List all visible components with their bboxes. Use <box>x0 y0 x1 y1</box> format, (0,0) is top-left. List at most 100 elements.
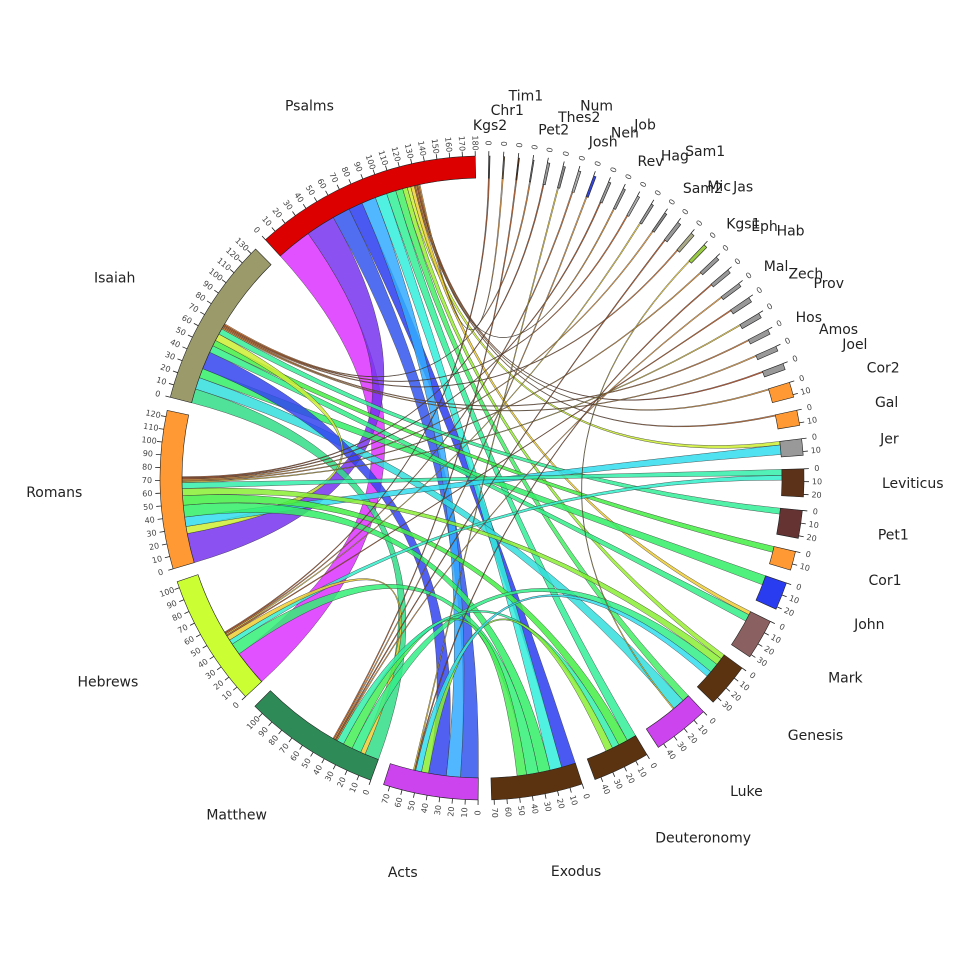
tick-mark <box>532 795 534 802</box>
tick-label: 0 <box>798 373 806 383</box>
chord-layer <box>181 177 783 779</box>
tick-mark <box>717 697 722 702</box>
segment-name: Kgs2 <box>473 118 507 134</box>
segment-arc <box>781 468 805 498</box>
tick-mark <box>157 518 163 520</box>
segment-arc <box>645 695 704 748</box>
tick-mark <box>159 531 165 533</box>
tick-mark <box>413 792 415 798</box>
tick-label: 0 <box>806 403 813 413</box>
segment-arc <box>730 297 752 315</box>
tick-mark <box>435 154 438 160</box>
tick-mark <box>802 510 808 512</box>
segment-name: John <box>853 617 884 633</box>
tick-label: 0 <box>775 318 784 328</box>
segment-arc <box>688 244 708 264</box>
tick-label: 0 <box>561 150 571 157</box>
tick-label: 120 <box>145 408 162 420</box>
tick-label: 0 <box>755 285 764 295</box>
tick-label: 0 <box>484 140 493 145</box>
tick-label: 20 <box>806 533 818 544</box>
tick-mark <box>241 696 246 701</box>
tick-mark <box>725 687 731 692</box>
segment-name: Joel <box>841 337 867 353</box>
segment-arc <box>762 363 786 378</box>
tick-label: 80 <box>339 165 351 178</box>
tick-mark <box>157 441 163 443</box>
tick-mark <box>663 743 667 749</box>
tick-label: 30 <box>433 805 443 816</box>
segment-name: Amos <box>819 322 858 338</box>
tick-label: 10 <box>808 520 819 530</box>
tick-label: 0 <box>667 198 677 207</box>
tick-mark <box>757 643 763 647</box>
tick-label: 90 <box>142 449 153 459</box>
tick-label: 170 <box>457 136 467 152</box>
tick-label: 0 <box>577 155 587 163</box>
tick-mark <box>792 392 798 396</box>
tick-mark <box>187 334 193 338</box>
tick-mark <box>400 789 403 795</box>
tick-mark <box>664 208 668 214</box>
tick-label: 90 <box>201 279 215 292</box>
tick-mark <box>767 326 773 330</box>
tick-label: 40 <box>311 763 324 776</box>
tick-mark <box>635 760 639 766</box>
tick-label: 10 <box>460 807 470 818</box>
tick-label: 160 <box>443 137 453 153</box>
tick-label: 0 <box>791 354 799 364</box>
tick-mark <box>578 165 581 171</box>
tick-label: 80 <box>194 290 207 303</box>
tick-label: 0 <box>231 700 241 710</box>
segment-arc <box>626 195 641 217</box>
segment-name: Zech <box>788 266 823 282</box>
tick-label: 20 <box>446 806 456 817</box>
segment-name: Genesis <box>788 728 843 744</box>
tick-label: 110 <box>377 149 390 166</box>
tick-mark <box>158 428 164 430</box>
tick-label: 70 <box>327 171 340 184</box>
tick-label: 10 <box>769 633 782 646</box>
segment-arc <box>651 212 668 233</box>
tick-mark <box>624 766 627 772</box>
chord <box>416 184 764 401</box>
tick-mark <box>795 551 801 554</box>
tick-label: 70 <box>142 476 152 485</box>
tick-mark <box>738 280 743 284</box>
segment-name: Neh <box>611 125 639 141</box>
segment-arc <box>599 181 612 204</box>
chord <box>413 185 776 428</box>
tick-label: 130 <box>403 143 415 160</box>
segment-name: Sam2 <box>683 181 723 197</box>
tick-label: 20 <box>624 772 637 785</box>
tick-label: 40 <box>169 337 182 349</box>
tick-mark <box>385 165 388 171</box>
segment-arc <box>542 162 551 186</box>
tick-mark <box>800 522 806 525</box>
tick-label: 0 <box>545 147 555 154</box>
tick-label: 20 <box>686 732 699 746</box>
tick-label: 10 <box>738 680 752 693</box>
tick-label: 0 <box>748 670 757 680</box>
segment-name: Romans <box>26 485 82 501</box>
tick-mark <box>693 720 698 725</box>
tick-label: 0 <box>812 507 818 516</box>
tick-mark <box>690 229 695 234</box>
segment-name: Deuteronomy <box>655 831 751 847</box>
tick-label: 20 <box>148 541 160 552</box>
tick-label: 90 <box>352 160 364 173</box>
tick-mark <box>569 787 572 793</box>
tick-mark <box>310 752 314 757</box>
tick-mark <box>247 249 252 254</box>
tick-mark <box>189 622 195 626</box>
segment-name: Hos <box>796 310 822 326</box>
tick-mark <box>281 219 286 224</box>
tick-label: 40 <box>196 657 209 670</box>
tick-mark <box>356 775 360 781</box>
tick-mark <box>224 676 230 681</box>
tick-label: 10 <box>810 446 821 456</box>
tick-mark <box>786 582 792 585</box>
segment-arc <box>776 507 803 539</box>
tick-label: 40 <box>144 515 155 525</box>
segment-name: Josh <box>588 135 618 151</box>
